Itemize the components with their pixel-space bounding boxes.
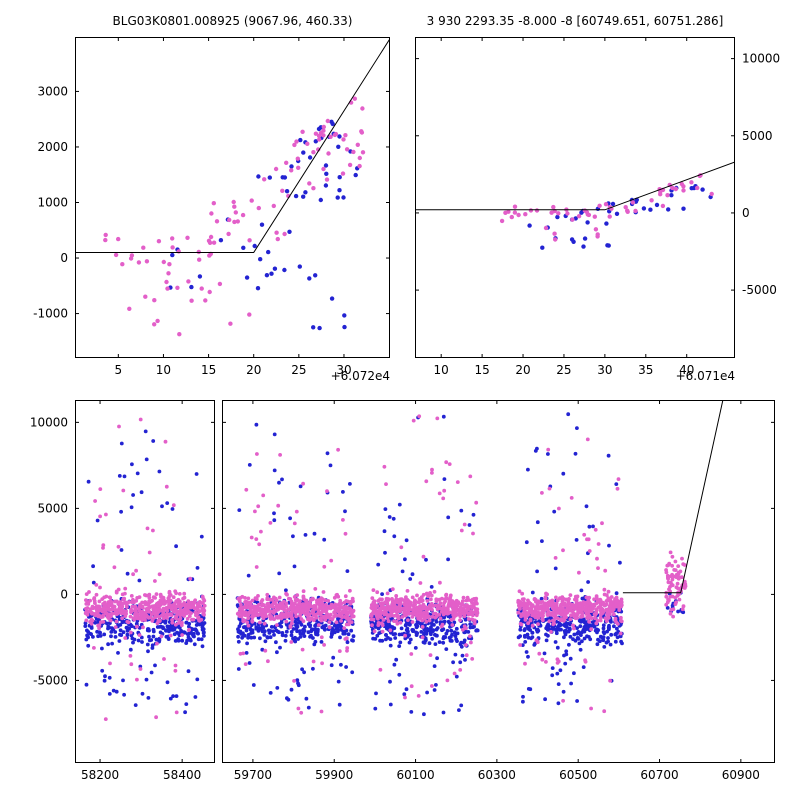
svg-text:5000: 5000 [742,129,773,143]
svg-text:1000: 1000 [37,195,68,209]
top-left-lightcurve-zoom-svg: 5 10 15 20 25 30 -1000 0 1000 2000 3000 +6.072e4 [33,37,390,383]
svg-text:-5000: -5000 [33,673,68,687]
svg-text:60100: 60100 [396,768,434,782]
tick-labels: 5 10 15 20 25 30 -1000 0 1000 2000 3000 +6.072e4 [33,84,390,383]
svg-text:-5000: -5000 [742,283,777,297]
svg-text:25: 25 [291,363,306,377]
svg-text:0: 0 [742,206,750,220]
fit-line [622,400,724,594]
bottom-lightcurve-right-segment-svg: 59700 59900 60100 60300 60500 60700 60900 [222,400,775,782]
svg-text:10: 10 [156,363,171,377]
tick-labels: 10 15 20 25 30 35 40 -5000 0 5000 10000 +6.071e4 [434,52,781,383]
svg-text:3000: 3000 [37,84,68,98]
tick-labels: 59700 59900 60100 60300 60500 60700 60900 [234,768,760,782]
svg-text:10: 10 [434,363,449,377]
axes-frame [75,37,390,358]
tick-marks [75,37,390,358]
svg-text:59900: 59900 [315,768,353,782]
top-right-title: 3 930 2293.35 -8.000 -8 [60749.651, 6075… [426,14,724,28]
tick-marks [415,37,735,358]
svg-text:10000: 10000 [30,415,68,429]
tick-marks [75,400,215,763]
tick-marks [222,400,775,763]
pink-series [83,417,207,721]
svg-text:60300: 60300 [478,768,516,782]
fit-line [415,161,735,211]
blue-series [168,119,360,331]
svg-text:60900: 60900 [722,768,760,782]
blue-series [83,429,207,715]
svg-text:0: 0 [60,587,68,601]
pink-series [103,96,366,337]
x-axis-offset-label: +6.071e4 [676,369,735,383]
bottom-lightcurve-left-segment-svg: 58200 58400 -5000 0 5000 10000 [30,400,215,782]
top-right-lightcurve-zoom-svg: 10 15 20 25 30 35 40 -5000 0 5000 10000 +6.071e4 [415,37,780,383]
svg-text:58200: 58200 [81,768,119,782]
svg-text:30: 30 [336,363,351,377]
svg-text:60700: 60700 [640,768,678,782]
top-left-title: BLG03K0801.008925 (9067.96, 460.33) [112,14,353,28]
x-axis-offset-label: +6.072e4 [331,369,390,383]
svg-text:20: 20 [515,363,530,377]
bottom-right-chart: 59700 59900 60100 60300 60500 60700 60900 [222,400,775,782]
svg-text:40: 40 [679,363,694,377]
svg-text:2000: 2000 [37,140,68,154]
blue-series [527,184,713,250]
bottom-left-chart: 58200 58400 -5000 0 5000 10000 [30,400,215,782]
svg-text:59700: 59700 [234,768,272,782]
top-left-chart: 5 10 15 20 25 30 -1000 0 1000 2000 3000 +6.072e4 [33,37,390,383]
svg-text:30: 30 [597,363,612,377]
svg-text:5: 5 [115,363,123,377]
axes-frame [415,37,735,358]
svg-text:15: 15 [474,363,489,377]
svg-text:-1000: -1000 [33,307,68,321]
axes-frame [222,400,775,763]
svg-text:10000: 10000 [742,52,780,66]
svg-text:0: 0 [60,251,68,265]
svg-text:15: 15 [201,363,216,377]
svg-text:5000: 5000 [37,501,68,515]
svg-text:25: 25 [556,363,571,377]
pink-series [235,414,688,715]
top-right-chart: 10 15 20 25 30 35 40 -5000 0 5000 10000 +6.071e4 [415,37,780,383]
pink-series [499,173,714,242]
tick-labels: 58200 58400 -5000 0 5000 10000 [30,415,201,782]
svg-text:35: 35 [638,363,653,377]
axes-frame [75,400,215,763]
svg-text:60500: 60500 [559,768,597,782]
svg-text:20: 20 [246,363,261,377]
svg-text:58400: 58400 [163,768,201,782]
fit-line [75,38,390,253]
